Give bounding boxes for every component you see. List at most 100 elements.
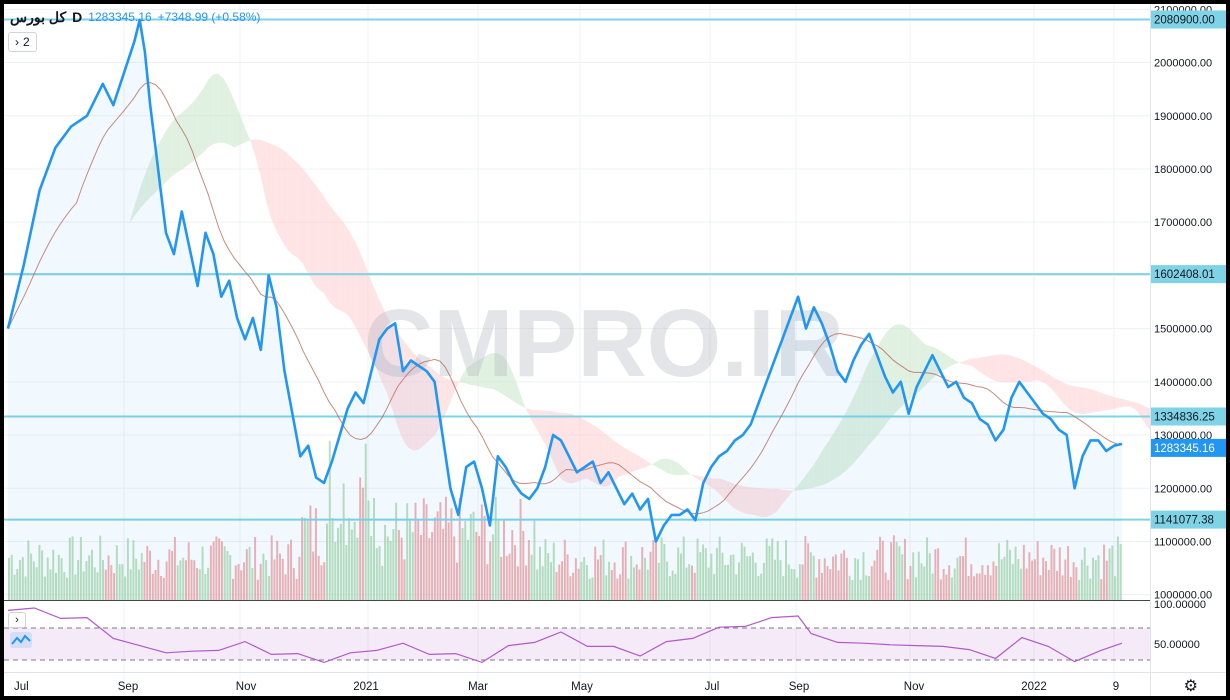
level-label-box: [1151, 10, 1226, 29]
volume-bar: [832, 556, 835, 600]
volume-bar: [149, 550, 152, 600]
volume-bar: [1078, 579, 1081, 600]
volume-bar: [1014, 546, 1017, 600]
volume-bar: [555, 571, 558, 600]
cloud-segment: [766, 488, 772, 517]
price-tick-label: 2000000.00: [1154, 58, 1212, 70]
cloud-segment: [302, 168, 309, 274]
volume-bar: [574, 558, 577, 600]
indicators-toggle[interactable]: › 2: [8, 32, 37, 52]
volume-bar: [19, 560, 22, 600]
volume-bar: [572, 572, 575, 600]
cloud-segment: [1135, 402, 1141, 417]
volume-bar: [837, 570, 840, 600]
pane-separator: [4, 600, 1150, 601]
volume-bar: [115, 545, 118, 600]
volume-bar: [1009, 549, 1012, 600]
cloud-segment: [908, 328, 914, 401]
volume-bar: [126, 538, 129, 600]
time-axis[interactable]: Jul Sep Nov 2021 Mar May Jul Sep Nov 2022 9: [4, 672, 1226, 693]
cloud-segment: [318, 189, 325, 293]
volume-bar: [616, 578, 619, 600]
volume-bar: [804, 536, 807, 600]
volume-bar: [295, 578, 298, 600]
cloud-segment: [1071, 385, 1078, 414]
rsi-indicator-icon[interactable]: [10, 632, 32, 648]
time-tick-label: Sep: [789, 681, 809, 693]
cloud-segment: [324, 196, 330, 302]
volume-bar: [237, 563, 240, 600]
cloud-segment: [624, 447, 630, 476]
chevron-right-icon: ›: [15, 614, 19, 626]
price-area: [8, 20, 1122, 600]
volume-bar: [1039, 575, 1042, 600]
gear-icon[interactable]: ⚙: [1183, 678, 1198, 695]
volume-bar: [317, 555, 320, 600]
volume-bar: [43, 576, 46, 600]
cloud-segment: [792, 485, 799, 492]
cloud-segment: [518, 389, 525, 408]
volume-bar: [815, 577, 818, 600]
volume-bar: [71, 536, 74, 600]
volume-bar: [995, 565, 998, 600]
volume-bar: [121, 564, 124, 600]
volume-bar: [549, 562, 552, 600]
volume-bar: [738, 562, 741, 600]
price-tick-label: 1000000.00: [1154, 590, 1212, 602]
volume-bar: [52, 549, 55, 600]
cloud-segment: [861, 366, 867, 455]
volume-bar: [284, 574, 287, 600]
volume-bar: [577, 568, 580, 600]
cloud-segment: [1050, 375, 1057, 395]
cloud-segment: [381, 305, 388, 394]
volume-bar: [173, 537, 176, 600]
cloud-segment: [539, 410, 546, 445]
cloud-segment: [629, 450, 635, 473]
volume-bar: [655, 537, 658, 600]
volume-bar: [530, 554, 533, 600]
volume-bar: [762, 563, 765, 600]
cloud-segment: [798, 478, 804, 491]
cloud-segment: [308, 175, 314, 284]
volume-bar: [563, 539, 566, 600]
cloud-segment: [250, 139, 256, 157]
volume-bar: [920, 563, 923, 600]
rsi-collapse-button[interactable]: ›: [8, 612, 26, 628]
symbol-name[interactable]: کل بورس: [10, 8, 67, 25]
cloud-segment: [824, 439, 830, 485]
volume-bar: [356, 537, 359, 600]
volume-bar: [442, 528, 445, 600]
volume-bar: [135, 558, 138, 600]
volume-bar: [840, 553, 843, 600]
volume-bar: [350, 529, 353, 600]
volume-bar: [945, 574, 948, 600]
volume-bar: [989, 575, 992, 600]
cloud-segment: [202, 79, 209, 153]
cloud-segment: [492, 352, 498, 392]
volume-bar: [950, 577, 953, 600]
volume-bar: [331, 517, 334, 600]
volume-bar: [162, 577, 165, 600]
price-tick-label: 1900000.00: [1154, 111, 1212, 123]
cloud-segment: [513, 374, 519, 405]
volume-bar: [309, 505, 312, 600]
cloud-segment: [1108, 395, 1115, 410]
price-axis[interactable]: 2100000.002000000.001900000.001800000.00…: [1151, 4, 1226, 602]
volume-bar: [962, 556, 965, 600]
volume-bar: [1103, 544, 1106, 600]
volume-bar: [558, 564, 561, 600]
time-axis-border: [4, 672, 1226, 673]
volume-bar: [378, 546, 381, 600]
timeframe-label[interactable]: D: [72, 9, 83, 25]
cloud-segment: [534, 409, 540, 436]
cloud-segment: [713, 478, 720, 494]
cloud-segment: [708, 478, 714, 489]
volume-bar: [1036, 541, 1039, 600]
volume-bar: [638, 569, 641, 600]
volume-bar: [196, 568, 199, 600]
volume-bar: [68, 537, 71, 600]
cloud-segment: [476, 358, 483, 388]
volume-bar: [157, 559, 160, 600]
cloud-segment: [329, 204, 335, 308]
